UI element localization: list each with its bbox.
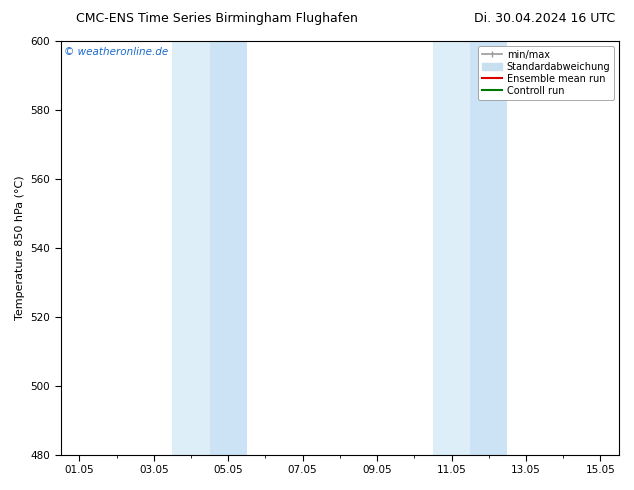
- Bar: [470, 41, 507, 455]
- Y-axis label: Temperature 850 hPa (°C): Temperature 850 hPa (°C): [15, 175, 25, 320]
- Bar: [210, 41, 247, 455]
- Bar: [433, 41, 470, 455]
- Bar: [172, 41, 210, 455]
- Text: CMC-ENS Time Series Birmingham Flughafen: CMC-ENS Time Series Birmingham Flughafen: [76, 12, 358, 25]
- Text: © weatheronline.de: © weatheronline.de: [63, 47, 168, 57]
- Text: Di. 30.04.2024 16 UTC: Di. 30.04.2024 16 UTC: [474, 12, 615, 25]
- Legend: min/max, Standardabweichung, Ensemble mean run, Controll run: min/max, Standardabweichung, Ensemble me…: [479, 46, 614, 99]
